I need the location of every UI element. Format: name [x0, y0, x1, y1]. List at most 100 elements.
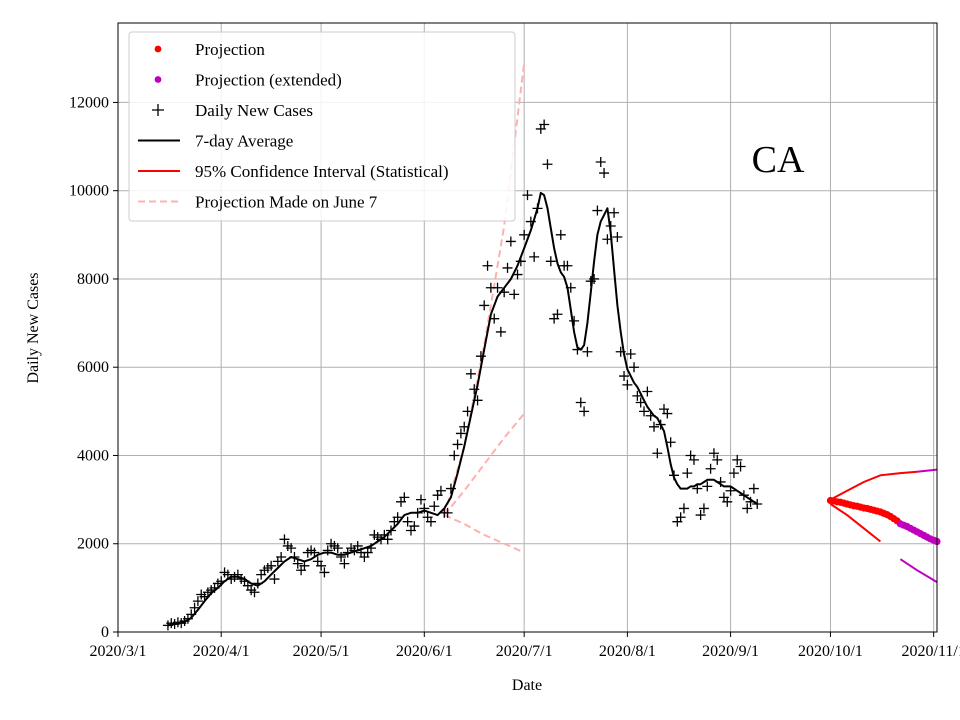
- legend-item-june7: Projection Made on June 7: [138, 193, 378, 212]
- legend-label: 95% Confidence Interval (Statistical): [195, 162, 449, 181]
- daily-case-marker: [399, 492, 410, 503]
- daily-case-marker: [589, 273, 600, 284]
- daily-case-marker: [529, 251, 540, 262]
- x-tick-label: 2020/5/1: [293, 643, 350, 660]
- daily-case-marker: [545, 256, 556, 267]
- daily-case-marker: [522, 190, 533, 201]
- daily-case-marker: [465, 368, 476, 379]
- legend-dot-icon: [154, 45, 162, 53]
- daily-case-marker: [475, 351, 486, 362]
- daily-case-marker: [286, 543, 297, 554]
- daily-case-marker: [392, 512, 403, 523]
- daily-case-marker: [642, 386, 653, 397]
- daily-case-marker: [735, 461, 746, 472]
- x-axis-ticks: 2020/3/1 2020/4/1 2020/5/1 2020/6/1 2020/7/1…: [90, 632, 960, 660]
- y-tick-label: 0: [101, 624, 109, 641]
- daily-case-marker: [419, 503, 430, 514]
- legend-dot-icon: [154, 76, 162, 83]
- daily-case-marker: [695, 510, 706, 521]
- daily-case-marker: [502, 262, 513, 273]
- legend-item-projection_ext: Projection (extended): [154, 71, 342, 90]
- june7-projection-lower-line: [443, 514, 525, 554]
- daily-case-marker: [702, 481, 713, 492]
- daily-case-marker: [299, 560, 310, 571]
- daily-case-marker: [622, 379, 633, 390]
- y-tick-label: 10000: [69, 183, 109, 200]
- daily-case-marker: [336, 551, 347, 562]
- x-tick-label: 2020/8/1: [599, 643, 656, 660]
- daily-case-marker: [639, 406, 650, 417]
- daily-case-marker: [569, 315, 580, 326]
- daily-case-marker: [402, 516, 413, 527]
- daily-case-marker: [678, 503, 689, 514]
- daily-case-marker: [479, 300, 490, 311]
- legend-plus-icon: [152, 104, 164, 116]
- daily-case-marker: [409, 521, 420, 532]
- ci-lower-extended-line: [899, 558, 938, 583]
- daily-case-marker: [708, 448, 719, 459]
- x-tick-label: 2020/9/1: [702, 643, 759, 660]
- daily-case-marker: [192, 596, 203, 607]
- daily-case-marker: [269, 574, 280, 585]
- daily-case-marker: [415, 494, 426, 505]
- legend-label: Projection Made on June 7: [195, 193, 378, 212]
- daily-case-marker: [625, 348, 636, 359]
- daily-case-marker: [582, 346, 593, 357]
- daily-case-marker: [675, 512, 686, 523]
- daily-case-marker: [495, 326, 506, 337]
- plot-frame: [117, 22, 938, 633]
- daily-case-marker: [682, 468, 693, 479]
- daily-case-marker: [688, 454, 699, 465]
- y-axis-label: Daily New Cases: [25, 272, 42, 383]
- daily-case-marker: [552, 309, 563, 320]
- legend: Projection Projection (extended) Daily New…: [128, 31, 516, 222]
- daily-case-marker: [492, 282, 503, 293]
- daily-case-marker: [612, 232, 623, 243]
- daily-case-marker: [542, 159, 553, 170]
- daily-case-marker: [555, 229, 566, 240]
- y-tick-label: 2000: [77, 536, 109, 553]
- daily-case-marker: [728, 468, 739, 479]
- june7-projection-middle-line: [443, 412, 525, 516]
- daily-case-marker: [429, 501, 440, 512]
- projection-series: [826, 496, 941, 546]
- daily-case-marker: [322, 545, 333, 556]
- ci-upper-extended-line: [916, 468, 938, 473]
- daily-case-marker: [609, 207, 620, 218]
- daily-case-marker: [319, 567, 330, 578]
- daily-case-marker: [316, 560, 327, 571]
- daily-case-marker: [705, 463, 716, 474]
- daily-case-marker: [629, 362, 640, 373]
- daily-case-marker: [455, 428, 466, 439]
- legend-item-projection: Projection: [154, 40, 265, 59]
- daily-case-marker: [509, 289, 520, 300]
- daily-case-marker: [292, 558, 303, 569]
- seven-day-average-series: [167, 191, 758, 627]
- daily-case-marker: [742, 503, 753, 514]
- ci-lower-line: [829, 503, 882, 543]
- daily-case-marker: [435, 485, 446, 496]
- daily-case-marker: [698, 503, 709, 514]
- daily-case-marker: [425, 516, 436, 527]
- legend-label: 7-day Average: [195, 132, 293, 151]
- daily-case-marker: [482, 260, 493, 271]
- x-tick-label: 2020/7/1: [496, 643, 553, 660]
- daily-case-marker: [276, 551, 287, 562]
- x-axis-label: Date: [512, 677, 542, 694]
- y-axis-ticks: 0 2000 4000 6000 8000 10000 12000: [69, 94, 118, 641]
- grid-lines: [117, 23, 937, 633]
- legend-label: Projection (extended): [195, 71, 342, 90]
- daily-case-marker: [649, 421, 660, 432]
- x-tick-label: 2020/3/1: [90, 643, 147, 660]
- y-tick-label: 8000: [77, 271, 109, 288]
- daily-case-marker: [592, 205, 603, 216]
- daily-case-marker: [752, 499, 763, 510]
- daily-case-marker: [539, 119, 550, 130]
- y-tick-label: 6000: [77, 359, 109, 376]
- state-label: CA: [752, 139, 805, 181]
- daily-case-marker: [748, 483, 759, 494]
- daily-case-marker: [339, 558, 350, 569]
- daily-case-marker: [449, 450, 460, 461]
- legend-label: Daily New Cases: [195, 101, 313, 120]
